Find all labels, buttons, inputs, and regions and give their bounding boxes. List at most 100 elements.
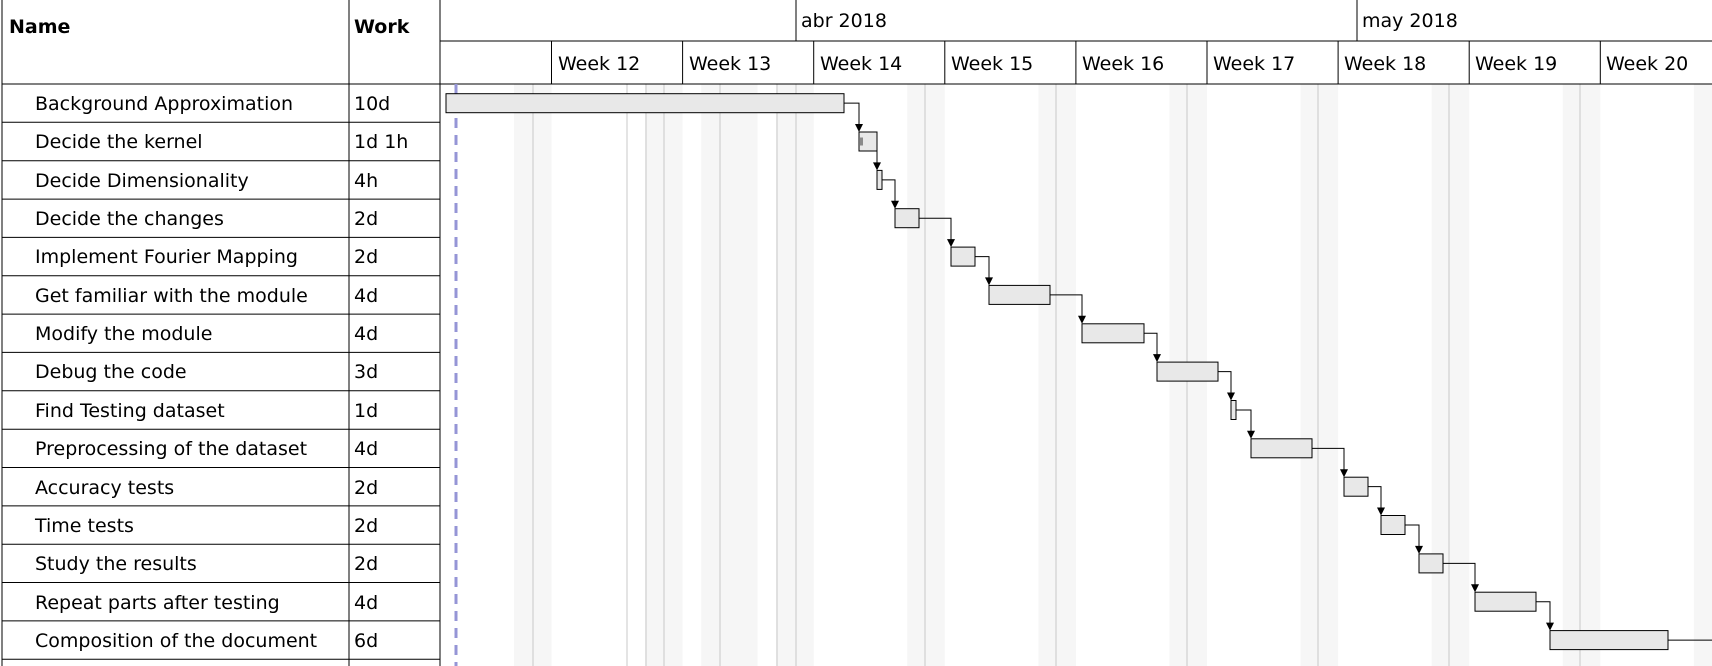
task-work: 4d xyxy=(354,284,379,307)
dependency-arrowhead xyxy=(855,124,863,132)
task-work: 6d xyxy=(354,629,379,652)
weekend-shade xyxy=(1038,84,1076,666)
task-name: Composition of the document xyxy=(35,629,318,652)
week-label-13: Week 13 xyxy=(689,53,772,75)
task-row[interactable]: Preprocessing of the dataset 4d xyxy=(0,430,440,468)
task-row[interactable]: Decide the changes 2d xyxy=(0,200,440,238)
dependency-arrowhead xyxy=(947,239,955,248)
task-bar xyxy=(1230,400,1237,420)
task-work: 4h xyxy=(354,169,379,192)
dependency-arrow xyxy=(975,256,990,280)
dependency-arrowhead xyxy=(1415,545,1423,554)
dependency-arrow xyxy=(882,179,896,203)
dependency-arrow xyxy=(1405,524,1420,548)
task-work: 2d xyxy=(354,553,379,576)
task-bar xyxy=(950,246,976,267)
dependency-arrow xyxy=(1236,409,1252,433)
task-row[interactable]: Time tests 2d xyxy=(0,507,440,545)
week-label-14: Week 14 xyxy=(820,53,903,75)
task-name: Preprocessing of the dataset xyxy=(35,438,308,461)
task-name: Time tests xyxy=(35,514,134,537)
task-row[interactable]: Modify the module 4d xyxy=(0,315,440,353)
weekend-shade xyxy=(1693,84,1712,666)
dependency-arrowhead xyxy=(873,162,881,171)
week-label-18: Week 18 xyxy=(1344,53,1427,75)
task-bar xyxy=(894,208,920,229)
task-bar xyxy=(1474,591,1537,612)
task-name: Repeat parts after testing xyxy=(35,591,280,614)
dependency-arrowhead xyxy=(1247,430,1255,439)
task-work: 4d xyxy=(354,438,379,461)
task-bar xyxy=(1156,361,1219,382)
task-work: 4d xyxy=(354,323,379,346)
task-name: Find Testing dataset xyxy=(35,399,225,422)
task-bar xyxy=(445,93,845,114)
week-label-17: Week 17 xyxy=(1213,53,1296,75)
task-work: 2d xyxy=(354,246,379,269)
dependency-arrowhead xyxy=(985,277,993,286)
task-row[interactable]: Study the results 2d xyxy=(0,545,440,583)
task-table: Name Work Background Approximation 10d Dec… xyxy=(0,0,440,666)
task-work: 2d xyxy=(354,476,379,499)
dependency-arrow xyxy=(1312,447,1345,472)
task-bar xyxy=(876,169,883,190)
weekend-shade xyxy=(776,84,814,666)
month-label-april: abr 2018 xyxy=(801,10,887,32)
dependency-arrow xyxy=(1218,371,1232,395)
task-row[interactable]: Debug the code 3d xyxy=(0,353,440,391)
task-row[interactable]: Decide the kernel 1d 1h xyxy=(0,123,440,161)
task-row[interactable]: Get familiar with the module 4d xyxy=(0,277,440,315)
task-row[interactable]: Find Testing dataset 1d xyxy=(0,392,440,430)
dependency-arrow xyxy=(844,102,860,126)
task-bar xyxy=(1081,323,1145,344)
task-work: 2d xyxy=(354,208,379,231)
dependency-arrowhead xyxy=(1377,507,1385,516)
week-label-19: Week 19 xyxy=(1475,53,1558,75)
weekend-shade xyxy=(1431,84,1470,666)
task-row[interactable]: Implement Fourier Mapping 2d xyxy=(0,238,440,276)
progress-mark xyxy=(860,137,863,146)
weekend-shade xyxy=(1562,84,1601,666)
task-name: Implement Fourier Mapping xyxy=(35,246,298,269)
task-name: Decide the changes xyxy=(35,208,224,231)
task-work: 1d xyxy=(354,399,379,422)
week-label-15: Week 15 xyxy=(951,53,1034,75)
task-bar xyxy=(1250,438,1313,459)
task-bar xyxy=(1549,630,1669,651)
task-row[interactable]: Composition of the document 6d xyxy=(0,622,440,660)
task-name: Decide Dimensionality xyxy=(35,169,249,192)
task-work: 10d xyxy=(354,93,391,115)
dependency-arrow xyxy=(1144,332,1158,357)
task-work: 3d xyxy=(354,361,379,384)
week-label-20: Week 20 xyxy=(1606,53,1689,75)
dependency-arrowhead xyxy=(1546,622,1554,631)
task-name: Background Approximation xyxy=(35,93,294,115)
task-bar xyxy=(1343,476,1369,497)
dependency-arrowhead xyxy=(1227,392,1235,401)
task-row[interactable]: Decide Dimensionality 4h xyxy=(0,162,440,200)
dependency-arrowhead xyxy=(1471,584,1479,593)
dependency-arrow xyxy=(1443,562,1476,587)
task-work: 4d xyxy=(354,591,379,614)
task-name: Get familiar with the module xyxy=(35,284,308,307)
task-name: Debug the code xyxy=(35,361,187,384)
task-name: Study the results xyxy=(35,553,197,576)
dependency-arrowhead xyxy=(1078,315,1086,324)
task-row[interactable]: Repeat parts after testing 4d xyxy=(0,584,440,622)
column-header-name[interactable]: Name xyxy=(9,16,71,38)
dependency-arrowhead xyxy=(891,200,899,209)
column-header-work[interactable]: Work xyxy=(354,16,410,38)
holiday-shade xyxy=(701,84,758,666)
task-work: 2d xyxy=(354,514,379,537)
task-row[interactable]: Accuracy tests 2d xyxy=(0,469,440,507)
week-label-12: Week 12 xyxy=(558,53,641,75)
dependency-arrow xyxy=(1050,294,1083,318)
dependency-arrowhead xyxy=(1340,469,1348,478)
week-label-16: Week 16 xyxy=(1082,53,1165,75)
task-bar xyxy=(1418,553,1444,574)
dependency-arrow xyxy=(1368,486,1382,510)
task-name: Decide the kernel xyxy=(35,131,203,154)
task-row[interactable]: Background Approximation 10d xyxy=(0,85,440,123)
task-bar xyxy=(858,131,878,152)
